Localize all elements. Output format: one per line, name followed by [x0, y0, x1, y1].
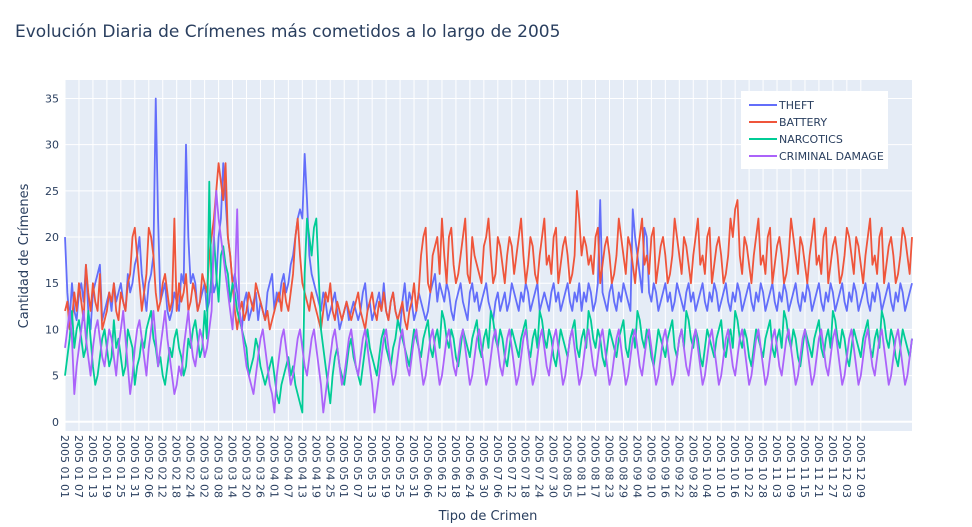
x-tick-label: 2005 08 11: [575, 435, 588, 498]
x-tick-label: 2005 05 31: [407, 435, 420, 498]
legend[interactable]: THEFT BATTERY NARCOTICS CRIMINAL DAMAGE: [741, 91, 888, 169]
x-tick-label: 2005 05 25: [393, 435, 406, 498]
x-tick-label: 2005 11 03: [770, 435, 783, 498]
x-tick-label: 2005 09 22: [672, 435, 685, 498]
x-tick-label: 2005 04 19: [309, 435, 322, 498]
x-tick-label: 2005 04 13: [295, 435, 308, 498]
x-tick-label: 2005 01 07: [72, 435, 85, 498]
x-tick-label: 2005 08 23: [603, 435, 616, 498]
x-tick-label: 2005 01 19: [100, 435, 113, 498]
x-tick-label: 2005 10 22: [742, 435, 755, 498]
x-tick-label: 2005 06 12: [435, 435, 448, 498]
x-tick-label: 2005 07 30: [547, 435, 560, 498]
chart-title: Evolución Diaria de Crímenes más cometid…: [15, 22, 560, 42]
x-tick-label: 2005 10 28: [756, 435, 769, 498]
x-tick-label: 2005 07 12: [505, 435, 518, 498]
x-tick-label: 2005 09 16: [658, 435, 671, 498]
x-tick-label: 2005 05 01: [337, 435, 350, 498]
x-tick-label: 2005 06 30: [477, 435, 490, 498]
x-tick-label: 2005 02 12: [156, 435, 169, 498]
x-tick-label: 2005 11 21: [812, 435, 825, 498]
series-lines: [64, 97, 913, 414]
y-tick-label: 20: [45, 231, 59, 244]
x-tick-label: 2005 06 24: [463, 435, 476, 498]
legend-item-theft[interactable]: THEFT: [778, 99, 814, 112]
x-tick-label: 2005 03 26: [253, 435, 266, 498]
x-tick-label: 2005 05 19: [379, 435, 392, 498]
x-tick-label: 2005 02 06: [142, 435, 155, 498]
y-tick-label: 5: [52, 370, 59, 383]
x-tick-label: 2005 04 07: [281, 435, 294, 498]
legend-item-criminal-damage[interactable]: CRIMINAL DAMAGE: [779, 150, 884, 163]
x-tick-label: 2005 05 07: [351, 435, 364, 498]
series-line-narcotics: [64, 180, 913, 414]
y-axis-ticks: 0 5 10 15 20 25 30 35: [45, 92, 59, 428]
x-tick-label: 2005 07 06: [491, 435, 504, 498]
y-axis-title: Cantidad de Crímenes: [17, 183, 32, 328]
x-tick-label: 2005 11 27: [826, 435, 839, 498]
y-tick-label: 25: [45, 185, 59, 198]
x-tick-label: 2005 08 17: [589, 435, 602, 498]
legend-item-battery[interactable]: BATTERY: [779, 116, 827, 129]
x-tick-label: 2005 01 01: [58, 435, 71, 498]
x-tick-label: 2005 08 29: [616, 435, 629, 498]
y-tick-label: 0: [52, 416, 59, 429]
x-tick-label: 2005 11 09: [784, 435, 797, 498]
y-tick-label: 35: [45, 92, 59, 105]
x-tick-label: 2005 01 25: [114, 435, 127, 498]
x-tick-label: 2005 01 31: [128, 435, 141, 498]
x-tick-label: 2005 03 14: [226, 435, 239, 498]
x-axis-ticks: 2005 01 01 2005 01 07 2005 01 13 2005 01 19…: [58, 435, 867, 498]
x-tick-label: 2005 09 28: [686, 435, 699, 498]
x-tick-label: 2005 06 18: [449, 435, 462, 498]
x-tick-label: 2005 10 16: [728, 435, 741, 498]
x-tick-label: 2005 07 18: [519, 435, 532, 498]
x-tick-label: 2005 06 06: [421, 435, 434, 498]
series-line-theft: [64, 97, 913, 331]
x-tick-label: 2005 02 24: [184, 435, 197, 498]
x-tick-label: 2005 03 02: [198, 435, 211, 498]
x-tick-label: 2005 09 04: [630, 435, 643, 498]
x-tick-label: 2005 11 15: [798, 435, 811, 498]
x-tick-label: 2005 08 05: [561, 435, 574, 498]
y-tick-label: 15: [45, 277, 59, 290]
y-tick-label: 30: [45, 139, 59, 152]
x-tick-label: 2005 07 24: [533, 435, 546, 498]
x-tick-label: 2005 03 08: [212, 435, 225, 498]
x-tick-label: 2005 04 01: [267, 435, 280, 498]
x-tick-label: 2005 12 09: [854, 435, 867, 498]
x-tick-label: 2005 02 18: [170, 435, 183, 498]
series-line-battery: [64, 162, 913, 331]
y-tick-label: 10: [45, 323, 59, 336]
x-tick-label: 2005 10 10: [714, 435, 727, 498]
series-line-criminal-damage: [64, 189, 913, 414]
x-tick-label: 2005 03 20: [240, 435, 253, 498]
legend-item-narcotics[interactable]: NARCOTICS: [779, 133, 843, 146]
x-tick-label: 2005 01 13: [86, 435, 99, 498]
x-tick-label: 2005 09 10: [644, 435, 657, 498]
x-tick-label: 2005 05 13: [365, 435, 378, 498]
x-tick-label: 2005 12 03: [840, 435, 853, 498]
x-tick-label: 2005 04 25: [323, 435, 336, 498]
x-axis-title: Tipo de Crimen: [438, 509, 538, 524]
x-tick-label: 2005 10 04: [700, 435, 713, 498]
